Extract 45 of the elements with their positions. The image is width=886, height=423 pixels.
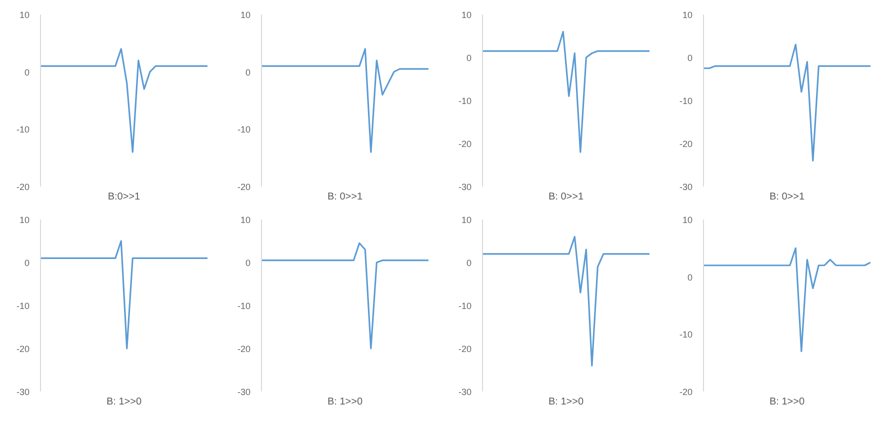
y-tick-label: -30	[237, 387, 251, 397]
y-tick-label: 0	[245, 67, 251, 78]
y-tick-label: 0	[466, 258, 472, 268]
y-tick-label: -10	[458, 96, 472, 106]
y-tick-label: 0	[466, 53, 472, 63]
y-tick-label: -10	[679, 96, 693, 106]
y-tick-label: 0	[24, 258, 30, 268]
x-axis-title: B:0>>1	[108, 192, 141, 202]
y-tick-label: 0	[687, 53, 693, 63]
y-tick-label: -20	[679, 139, 693, 149]
y-tick-label: 10	[461, 215, 472, 225]
y-tick-label: -10	[16, 301, 30, 311]
y-tick-label: 0	[24, 67, 30, 78]
y-tick-label: -20	[237, 344, 251, 354]
y-tick-label: -10	[237, 301, 251, 311]
x-axis-title: B: 0>>1	[548, 192, 584, 202]
y-tick-label: -20	[679, 387, 693, 397]
x-axis-title: B: 1>>0	[106, 396, 142, 408]
y-tick-label: 10	[240, 10, 251, 20]
y-tick-label: 10	[682, 10, 693, 20]
x-axis-title: B: 1>>0	[327, 396, 363, 408]
y-tick-label: -30	[458, 182, 472, 192]
y-tick-label: 0	[687, 272, 693, 282]
y-tick-label: -10	[237, 124, 251, 135]
y-tick-label: -20	[458, 139, 472, 149]
y-tick-label: -30	[458, 387, 472, 397]
y-tick-label: -20	[16, 182, 30, 192]
y-tick-label: 10	[461, 10, 472, 20]
y-tick-label: 10	[19, 215, 30, 225]
y-tick-label: -20	[237, 182, 251, 192]
y-tick-label: 0	[245, 258, 251, 268]
y-tick-label: -10	[679, 330, 693, 340]
y-tick-label: -10	[16, 124, 30, 135]
y-tick-label: -20	[458, 344, 472, 354]
y-tick-label: -10	[458, 301, 472, 311]
x-axis-title: B: 1>>0	[769, 396, 805, 408]
y-tick-label: 10	[19, 10, 30, 20]
y-tick-label: 10	[682, 215, 693, 225]
x-axis-title: B: 1>>0	[548, 396, 584, 408]
y-tick-label: -30	[679, 182, 693, 192]
x-axis-title: B: 0>>1	[769, 192, 805, 202]
x-axis-title: B: 0>>1	[327, 192, 363, 202]
y-tick-label: -20	[16, 344, 30, 354]
y-tick-label: -30	[16, 387, 30, 397]
y-tick-label: 10	[240, 215, 251, 225]
